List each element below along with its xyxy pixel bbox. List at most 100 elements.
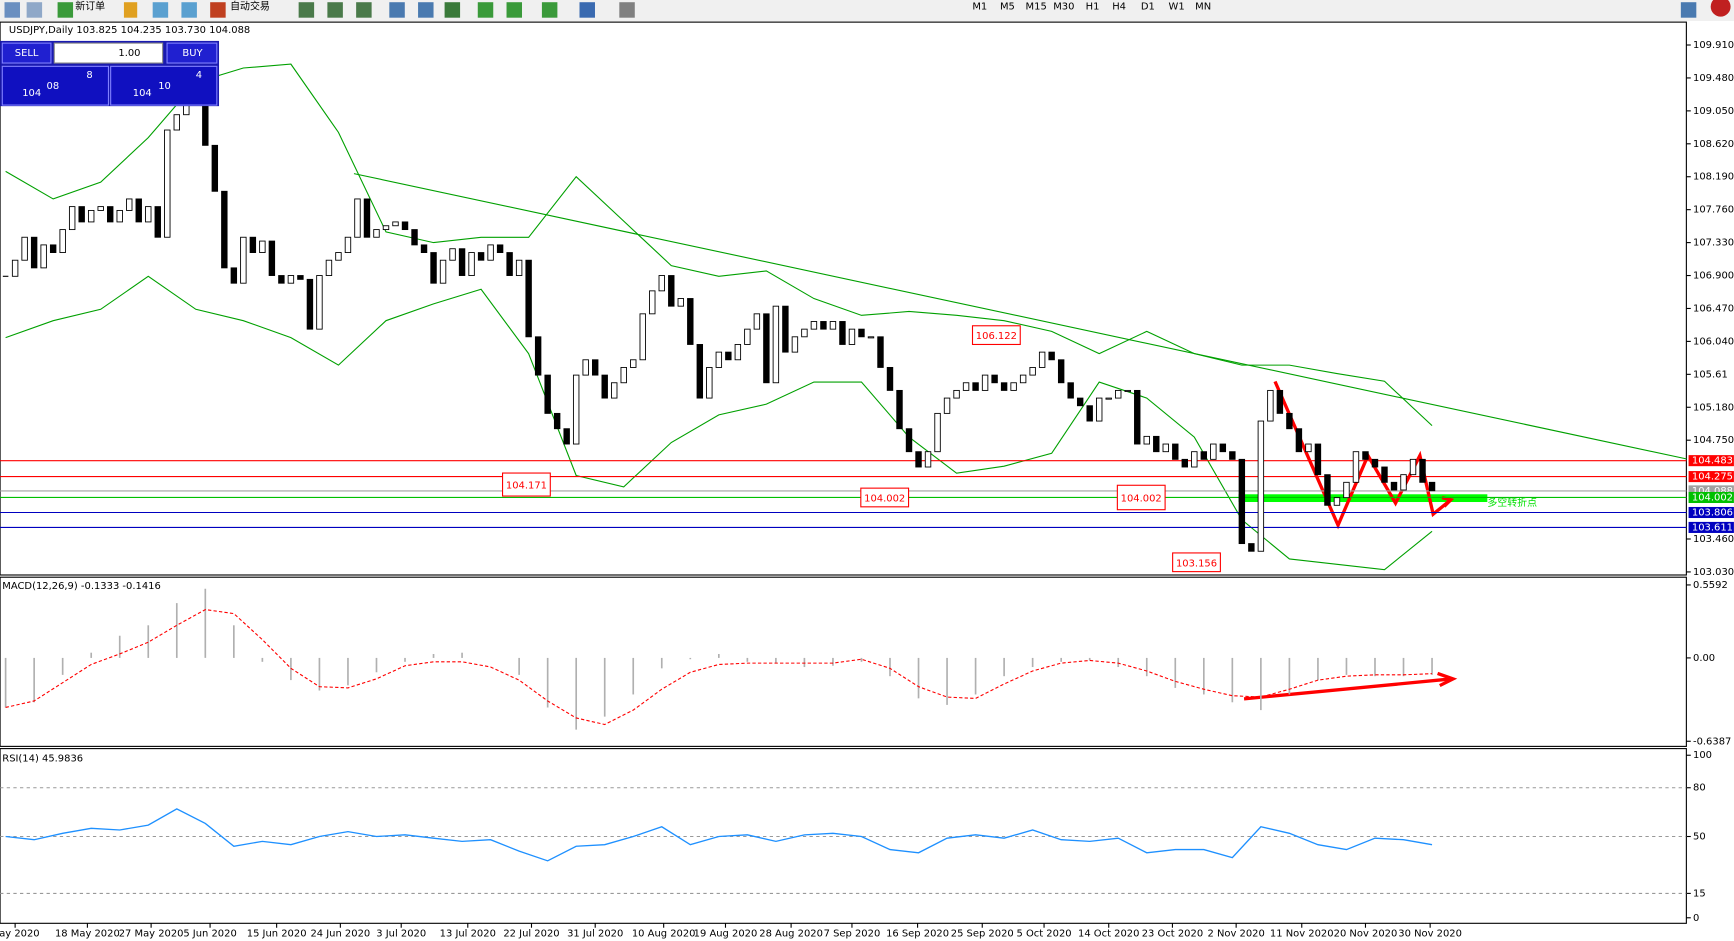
candle xyxy=(1191,451,1198,468)
candle xyxy=(1115,389,1122,399)
candle xyxy=(97,206,104,211)
candle xyxy=(677,298,684,307)
bollinger-band xyxy=(5,275,1433,571)
toolbar-button[interactable]: 自动交易 xyxy=(230,0,270,13)
alert-icon[interactable] xyxy=(1710,0,1731,17)
toolbar-icon[interactable] xyxy=(477,2,494,18)
annotation-box xyxy=(971,325,1021,346)
candle xyxy=(297,275,304,280)
timeframe-button[interactable]: H1 xyxy=(1086,2,1100,13)
timeframe-button[interactable]: H4 xyxy=(1112,2,1126,13)
price-level-tag xyxy=(1688,455,1734,467)
candle xyxy=(268,240,276,276)
annotation-box xyxy=(1172,552,1221,573)
price-level-label: 103.806 xyxy=(1692,507,1733,518)
candle xyxy=(1143,435,1150,445)
toolbar-icon[interactable] xyxy=(181,2,197,18)
ask-box[interactable] xyxy=(110,65,218,106)
candle xyxy=(173,114,180,131)
candle xyxy=(1371,458,1379,468)
y-tick-label: 103.460 xyxy=(1693,534,1734,545)
candle xyxy=(525,259,532,338)
trade-panel: SELL 1.00 BUY 104 08 8 104 10 4 xyxy=(0,40,220,107)
toolbar-icon[interactable] xyxy=(356,2,372,18)
toolbar-icon[interactable] xyxy=(579,2,595,18)
lot-input[interactable] xyxy=(53,42,164,64)
toolbar-icon[interactable] xyxy=(327,2,343,18)
toolbar-icon[interactable] xyxy=(123,2,138,18)
candle xyxy=(1286,412,1293,430)
bid-box[interactable] xyxy=(1,65,110,106)
candle xyxy=(1153,435,1160,453)
timeframe-button[interactable]: MN xyxy=(1195,2,1211,13)
toolbar-icon[interactable] xyxy=(152,2,169,18)
sell-button[interactable] xyxy=(1,42,52,64)
candle xyxy=(801,328,808,338)
x-tick-label: 19 Aug 2020 xyxy=(694,928,758,939)
x-tick-label: 16 Sep 2020 xyxy=(886,928,949,939)
annotation-box xyxy=(502,472,551,497)
toolbar-button[interactable]: 新订单 xyxy=(75,0,105,13)
price-level-label: 104.002 xyxy=(1692,492,1733,503)
candle xyxy=(867,336,875,339)
candle xyxy=(325,259,333,276)
toolbar-icon[interactable] xyxy=(26,2,43,18)
macd-arrow xyxy=(1243,677,1451,701)
toolbar-icon[interactable] xyxy=(4,2,20,18)
candle xyxy=(49,244,57,254)
lot-value[interactable]: 1.00 xyxy=(118,48,140,59)
toolbar-icon[interactable] xyxy=(619,2,635,18)
toolbar-icon[interactable] xyxy=(444,2,461,18)
x-tick-label: 11 Nov 2020 xyxy=(1270,928,1334,939)
x-tick-label: 2 Nov 2020 xyxy=(1207,928,1264,939)
candle xyxy=(354,198,361,238)
sell-label[interactable]: SELL xyxy=(15,48,39,59)
buy-label[interactable]: BUY xyxy=(182,48,203,59)
candle xyxy=(135,198,142,223)
price-level-tag xyxy=(1688,506,1734,519)
auto-trade-icon[interactable] xyxy=(210,2,226,18)
toolbar-icon[interactable] xyxy=(298,2,315,18)
toolbar-icon[interactable] xyxy=(418,2,434,18)
buy-button[interactable] xyxy=(166,42,218,64)
candle xyxy=(839,321,846,345)
candle xyxy=(1419,458,1426,483)
candle xyxy=(506,252,513,276)
y-tick-label: 0.00 xyxy=(1693,653,1715,664)
candle xyxy=(1019,374,1027,384)
annotation-box xyxy=(1116,484,1166,511)
candle xyxy=(962,382,970,391)
toolbar-icon[interactable] xyxy=(506,2,523,18)
timeframe-button[interactable]: W1 xyxy=(1169,2,1185,13)
candle xyxy=(278,275,285,284)
timeframe-button[interactable]: M15 xyxy=(1026,2,1047,13)
candle xyxy=(1124,389,1131,392)
price-annotation: 104.171 xyxy=(506,481,547,492)
candle xyxy=(145,206,152,223)
candle xyxy=(21,236,28,261)
x-tick-label: 18 May 2020 xyxy=(55,928,120,939)
timeframe-button[interactable]: M5 xyxy=(1000,2,1015,13)
y-tick-label: -0.6387 xyxy=(1693,736,1731,747)
arrow-head xyxy=(1437,671,1458,688)
y-tick-label: 109.910 xyxy=(1693,40,1734,51)
timeframe-button[interactable]: M30 xyxy=(1053,2,1074,13)
candle xyxy=(401,221,409,231)
new-order-icon[interactable] xyxy=(57,2,74,18)
timeframe-button[interactable]: D1 xyxy=(1141,2,1155,13)
search-icon[interactable] xyxy=(1680,2,1697,18)
timeframe-button[interactable]: M1 xyxy=(972,2,987,13)
toolbar-icon[interactable] xyxy=(541,2,558,18)
candle xyxy=(744,328,751,345)
candle xyxy=(981,374,989,391)
toolbar-icon[interactable] xyxy=(389,2,405,18)
candle xyxy=(1248,543,1255,552)
y-tick-label: 0.5592 xyxy=(1693,580,1728,591)
ask-big: 104 xyxy=(133,88,152,99)
ask-pip: 4 xyxy=(196,70,202,81)
candle xyxy=(1343,481,1350,499)
y-tick-label: 104.750 xyxy=(1693,435,1734,446)
candle xyxy=(820,321,827,330)
candle xyxy=(601,374,608,399)
arrow-head xyxy=(1441,495,1455,508)
